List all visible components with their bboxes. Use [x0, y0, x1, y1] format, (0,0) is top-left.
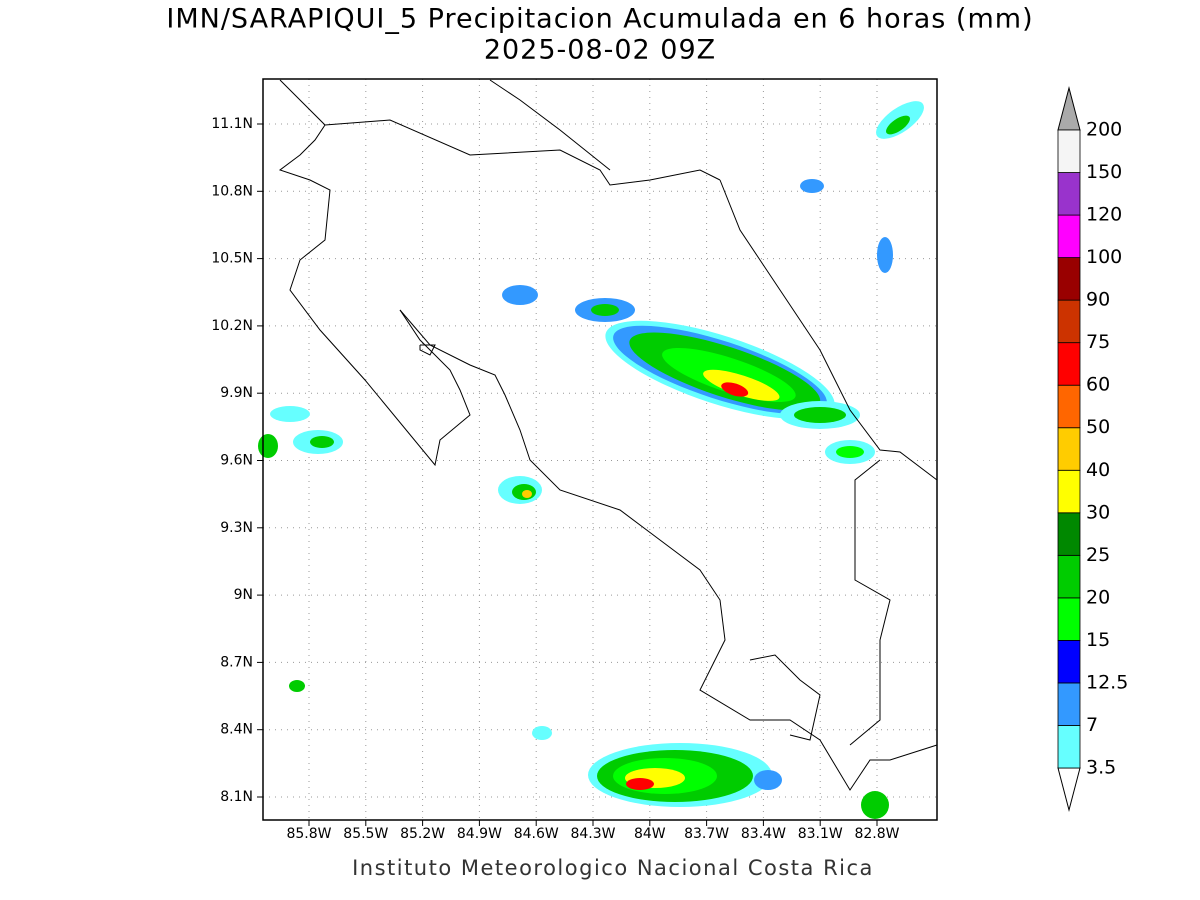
- colorbar-segment: [1057, 129, 1081, 173]
- colorbar-segment: [1057, 682, 1081, 726]
- lat-label: 10.5N: [211, 251, 253, 267]
- colorbar-label: 75: [1086, 331, 1110, 353]
- colorbar-label: 150: [1086, 161, 1122, 183]
- lat-label: 9.9N: [220, 385, 253, 401]
- colorbar-segment: [1057, 597, 1081, 641]
- lon-label: 84.6W: [514, 826, 559, 842]
- lat-label: 10.8N: [211, 183, 253, 199]
- map-frame: [262, 78, 938, 821]
- lat-label: 8.1N: [220, 789, 253, 805]
- lat-label: 9.3N: [220, 520, 253, 536]
- lat-label: 9N: [234, 587, 253, 603]
- colorbar-segment: [1057, 172, 1081, 216]
- coastline: [278, 79, 938, 791]
- footer: Instituto Meteorologico Nacional Costa R…: [352, 856, 874, 880]
- colorbar-segment: [1057, 427, 1081, 471]
- colorbar-label: 20: [1086, 586, 1110, 608]
- lon-label: 85.5W: [343, 826, 388, 842]
- colorbar-label: 30: [1086, 501, 1110, 523]
- colorbar-segment: [1057, 725, 1081, 769]
- subtitle: 2025-08-02 09Z: [484, 35, 716, 66]
- colorbar-bottom-arrow: [1057, 767, 1081, 812]
- lat-label: 10.2N: [211, 318, 253, 334]
- colorbar-segment: [1057, 257, 1081, 301]
- colorbar-label: 25: [1086, 544, 1110, 566]
- colorbar-label: 200: [1086, 119, 1122, 141]
- colorbar: 3.5 7 12.5 15 20 25 30 40 50 60 75 90 100 120 150 200: [1057, 86, 1128, 812]
- colorbar-label: 50: [1086, 416, 1110, 438]
- colorbar-label: 15: [1086, 629, 1110, 651]
- lon-label: 83.4W: [741, 826, 786, 842]
- lon-label: 85.8W: [286, 826, 331, 842]
- colorbar-label: 120: [1086, 204, 1122, 226]
- colorbar-segment: [1057, 512, 1081, 556]
- lat-label: 8.7N: [220, 654, 253, 670]
- lon-label: 83.1W: [798, 826, 843, 842]
- colorbar-segment: [1057, 640, 1081, 684]
- latitude-labels: 11.1N 10.8N 10.5N 10.2N 9.9N 9.6N 9.3N 9N 8.7N 8.…: [211, 116, 263, 805]
- lon-label: 82.8W: [854, 826, 899, 842]
- colorbar-label: 60: [1086, 374, 1110, 396]
- lon-label: 84.9W: [457, 826, 502, 842]
- lon-label: 85.2W: [400, 826, 445, 842]
- colorbar-segment: [1057, 342, 1081, 386]
- colorbar-segment: [1057, 554, 1081, 599]
- lon-label: 83.7W: [684, 826, 729, 842]
- colorbar-segment: [1057, 299, 1081, 344]
- lat-label: 9.6N: [220, 453, 253, 469]
- lon-label: 84.3W: [570, 826, 615, 842]
- colorbar-segment: [1057, 384, 1081, 429]
- lat-label: 8.4N: [220, 722, 253, 738]
- longitude-labels: 85.8W 85.5W 85.2W 84.9W 84.6W 84.3W 84W 83.7W 83…: [286, 820, 900, 842]
- lat-label: 11.1N: [211, 116, 253, 132]
- title: IMN/SARAPIQUI_5 Precipitacion Acumulada …: [166, 4, 1033, 35]
- grid: [263, 79, 937, 820]
- colorbar-label: 100: [1086, 246, 1122, 268]
- colorbar-label: 90: [1086, 289, 1110, 311]
- colorbar-label: 12.5: [1086, 671, 1128, 693]
- colorbar-label: 40: [1086, 459, 1110, 481]
- colorbar-label: 7: [1086, 714, 1098, 736]
- colorbar-label: 3.5: [1086, 757, 1116, 779]
- colorbar-top-arrow: [1057, 86, 1081, 131]
- precipitation: [258, 101, 924, 819]
- colorbar-segment: [1057, 469, 1081, 514]
- lon-label: 84W: [634, 826, 666, 842]
- colorbar-segment: [1057, 214, 1081, 258]
